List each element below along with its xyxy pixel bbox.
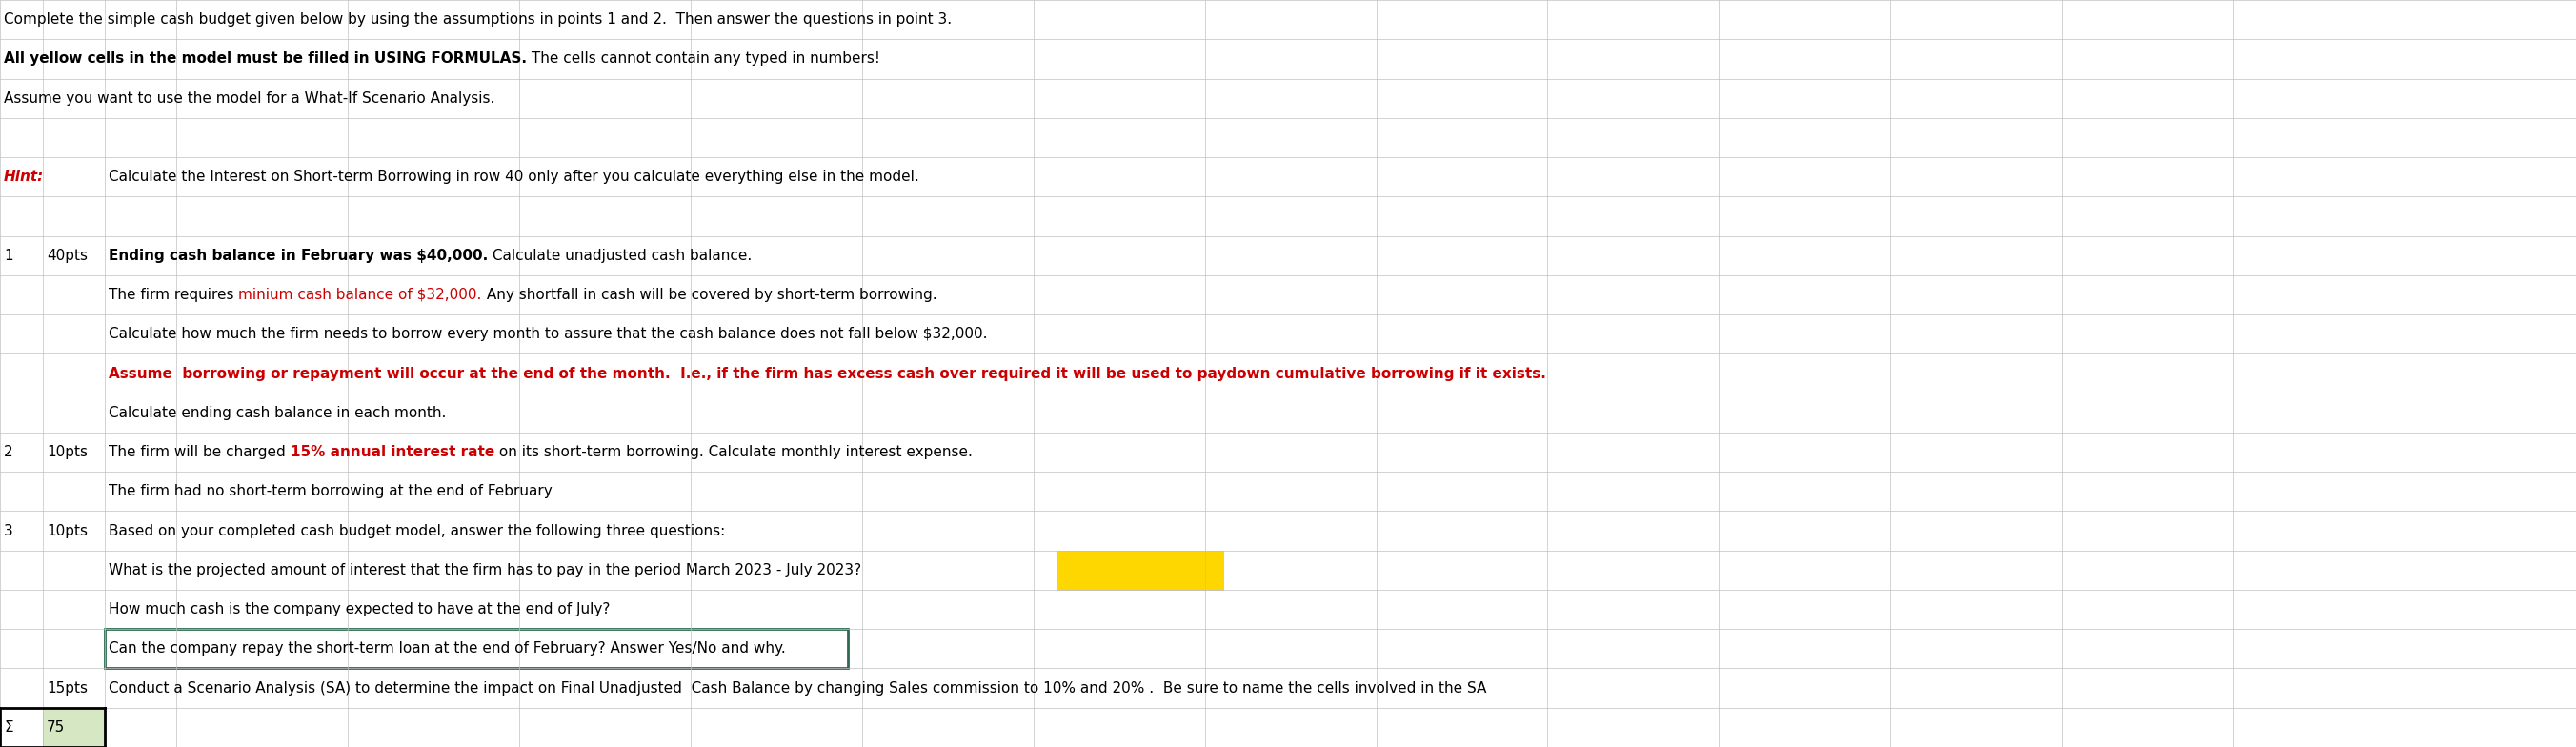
Text: Assume you want to use the model for a What-If Scenario Analysis.: Assume you want to use the model for a W… [3,91,495,105]
Text: The firm requires: The firm requires [108,288,240,302]
Text: 10pts: 10pts [46,524,88,538]
Text: What is the projected amount of interest that the firm has to pay in the period : What is the projected amount of interest… [108,563,860,577]
Text: Any shortfall in cash will be covered by short-term borrowing.: Any shortfall in cash will be covered by… [482,288,938,302]
Text: Based on your completed cash budget model, answer the following three questions:: Based on your completed cash budget mode… [108,524,726,538]
Text: minium cash balance of $32,000.: minium cash balance of $32,000. [240,288,482,302]
Text: Assume  borrowing or repayment will occur at the end of the month.  I.e., if the: Assume borrowing or repayment will occur… [108,366,1546,381]
Text: Complete the simple cash budget given below by using the assumptions in points 1: Complete the simple cash budget given be… [3,13,951,27]
Text: 15pts: 15pts [46,681,88,695]
Text: Calculate how much the firm needs to borrow every month to assure that the cash : Calculate how much the firm needs to bor… [108,327,987,341]
Bar [106,629,848,669]
Text: The firm will be charged: The firm will be charged [108,445,291,459]
Text: 75: 75 [46,720,64,734]
Text: Conduct a Scenario Analysis (SA) to determine the impact on Final Unadjusted  Ca: Conduct a Scenario Analysis (SA) to dete… [108,681,1486,695]
Text: 3: 3 [3,524,13,538]
Bar [1056,551,1224,589]
Text: The firm had no short-term borrowing at the end of February: The firm had no short-term borrowing at … [108,484,551,498]
Text: Σ: Σ [3,720,13,734]
Text: Can the company repay the short-term loan at the end of February? Answer Yes/No : Can the company repay the short-term loa… [108,642,786,656]
Text: 2: 2 [3,445,13,459]
Text: 10pts: 10pts [46,445,88,459]
Text: Calculate unadjusted cash balance.: Calculate unadjusted cash balance. [487,249,752,263]
Text: The cells cannot contain any typed in numbers!: The cells cannot contain any typed in nu… [528,52,881,66]
Text: All yellow cells in the model must be filled in USING FORMULAS.: All yellow cells in the model must be fi… [3,52,528,66]
Text: How much cash is the company expected to have at the end of July?: How much cash is the company expected to… [108,602,611,616]
Text: Calculate the Interest on Short-term Borrowing in row 40 only after you calculat: Calculate the Interest on Short-term Bor… [108,170,920,184]
Text: Calculate ending cash balance in each month.: Calculate ending cash balance in each mo… [108,406,446,420]
Text: 1: 1 [3,249,13,263]
Text: Ending cash balance in February was $40,000.: Ending cash balance in February was $40,… [108,249,487,263]
Text: 40pts: 40pts [46,249,88,263]
Text: Hint:: Hint: [3,170,44,184]
Text: 15% annual interest rate: 15% annual interest rate [291,445,495,459]
Bar [44,707,106,747]
Text: on its short-term borrowing. Calculate monthly interest expense.: on its short-term borrowing. Calculate m… [495,445,971,459]
